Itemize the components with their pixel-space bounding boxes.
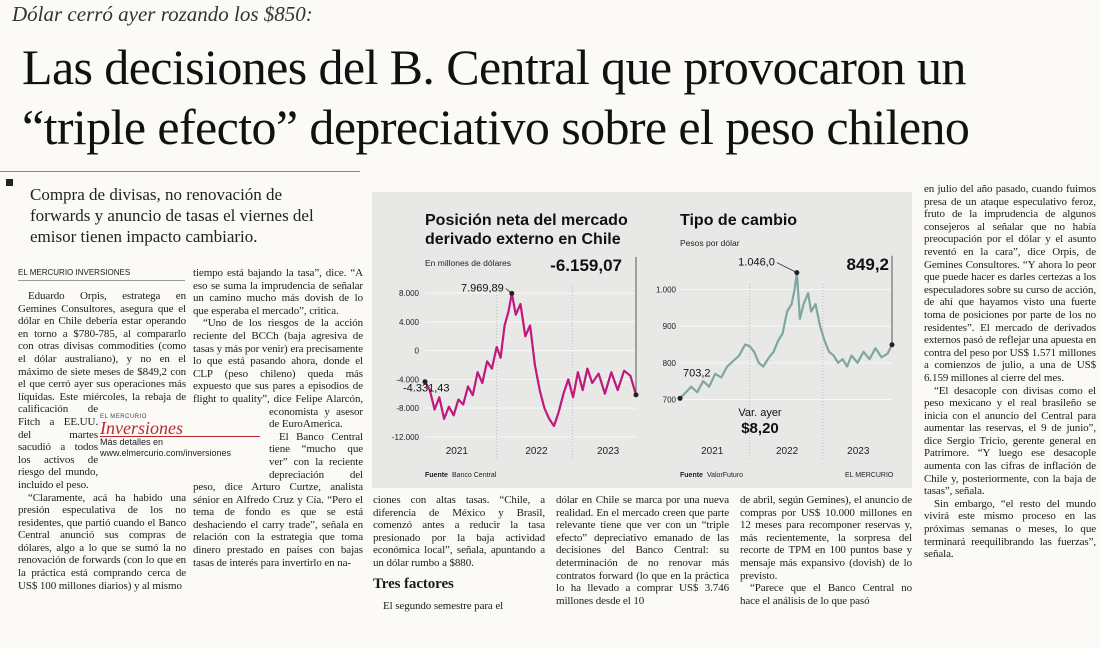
- source: Fuente ValorFuturo: [680, 472, 743, 479]
- highlight-point: [889, 342, 895, 348]
- paragraph: “Parece que el Banco Central no hace el …: [740, 582, 912, 607]
- paragraph: El Banco Central tiene “mucho que ver” c…: [193, 430, 363, 569]
- column: tiempo está bajando la tasa”, dice. “A e…: [193, 267, 363, 646]
- y-tick-label: 900: [663, 322, 677, 331]
- rule: [0, 171, 360, 172]
- y-tick-label: 0: [415, 347, 420, 356]
- paragraph: Eduardo Orpis, estratega en Gemines Cons…: [18, 290, 186, 491]
- paragraph: dólar en Chile se marca por una nueva re…: [556, 494, 729, 607]
- column: Eduardo Orpis, estratega en Gemines Cons…: [18, 290, 186, 646]
- bullet: [6, 179, 13, 186]
- x-tick-label: 2021: [446, 446, 469, 457]
- y-tick-label: 1.000: [656, 286, 677, 295]
- headline: Las decisiones del B. Central que provoc…: [22, 39, 966, 95]
- y-tick-label: -4.000: [396, 375, 419, 384]
- paragraph: Sin embargo, “el resto del mundo vivirá …: [924, 497, 1096, 561]
- highlight-point: [509, 290, 515, 296]
- highlight-point: [794, 270, 800, 276]
- x-tick-label: 2023: [847, 446, 870, 457]
- highlight-label: 1.046,0: [738, 257, 775, 269]
- highlight-label: -6.159,07: [550, 256, 622, 275]
- paragraph: “Claramente, acá ha habido una presión e…: [18, 491, 186, 592]
- ad-text: Más detalles en: [100, 437, 164, 447]
- x-tick-label: 2022: [525, 446, 548, 457]
- ad-url[interactable]: www.elmercurio.com/inversiones: [100, 448, 232, 458]
- paragraph: “Uno de los riesgos de la acción recient…: [193, 317, 363, 431]
- chart-subtitle: Pesos por dólar: [680, 238, 740, 248]
- highlight-label: 703,2: [683, 367, 711, 379]
- column: en julio del año pasado, cuando fuimos p…: [924, 183, 1096, 646]
- paragraph: El segundo semestre para el: [383, 600, 504, 613]
- y-tick-label: 800: [663, 359, 677, 368]
- y-tick-label: 700: [663, 396, 677, 405]
- kicker: Dólar cerró ayer rozando los $850:: [12, 2, 313, 26]
- change-value: $8,20: [741, 420, 779, 437]
- source: Fuente Banco Central: [425, 472, 497, 479]
- paragraph: tiempo está bajando la tasa”, dice. “A e…: [193, 267, 363, 317]
- highlight-point: [677, 395, 683, 401]
- ad-brand: EL MERCURIO: [100, 414, 147, 420]
- highlight-label: -4.331,43: [403, 383, 449, 395]
- chart-title: Tipo de cambio: [680, 212, 797, 229]
- chart-background: [372, 192, 912, 488]
- ad-box: EL MERCURIO Inversiones Más detalles en …: [100, 414, 260, 468]
- byline: EL MERCURIO INVERSIONES: [18, 268, 185, 281]
- deck: Compra de divisas, no renovación de forw…: [30, 185, 314, 246]
- chart-title: derivado externo en Chile: [425, 231, 621, 248]
- column: dólar en Chile se marca por una nueva re…: [556, 494, 729, 646]
- highlight-label: 849,2: [846, 255, 889, 274]
- chart-panel: Posición neta del mercado derivado extern…: [372, 192, 912, 488]
- credit: EL MERCURIO: [845, 472, 894, 479]
- x-tick-label: 2021: [701, 446, 724, 457]
- ad-title: Inversiones: [100, 419, 260, 437]
- highlight-point: [633, 392, 639, 398]
- chart-subtitle: En millones de dólares: [425, 258, 511, 268]
- source-label: Fuente: [425, 472, 448, 479]
- paragraph: “El desacople con divisas como el peso m…: [924, 384, 1096, 498]
- change-label: Var. ayer: [738, 407, 782, 419]
- leader: [776, 262, 798, 273]
- paragraph: en julio del año pasado, cuando fuimos p…: [924, 183, 1096, 384]
- column: ciones con altas tasas. “Chile, a difere…: [373, 494, 545, 646]
- paragraph: ciones con altas tasas. “Chile, a difere…: [373, 494, 545, 569]
- highlight-point: [422, 379, 428, 385]
- x-tick-label: 2022: [776, 446, 799, 457]
- line-series: [424, 292, 638, 428]
- y-tick-label: 4.000: [399, 318, 420, 327]
- source-label: Fuente: [680, 472, 703, 479]
- line-series: [679, 271, 893, 400]
- column: de abril, según Gemines), el anuncio de …: [740, 494, 912, 646]
- y-tick-label: -12.000: [392, 433, 420, 442]
- subheading: Tres factores: [373, 575, 454, 592]
- y-tick-label: -8.000: [396, 404, 419, 413]
- y-tick-label: 8.000: [399, 289, 420, 298]
- chart-title: Posición neta del mercado: [425, 212, 628, 229]
- headline: “triple efecto” depreciativo sobre el pe…: [22, 99, 970, 155]
- source-name: ValorFuturo: [707, 472, 743, 479]
- paragraph: de abril, según Gemines), el anuncio de …: [740, 494, 912, 582]
- source-name: Banco Central: [452, 472, 497, 479]
- x-tick-label: 2023: [597, 446, 620, 457]
- highlight-label: 7.969,89: [461, 282, 504, 294]
